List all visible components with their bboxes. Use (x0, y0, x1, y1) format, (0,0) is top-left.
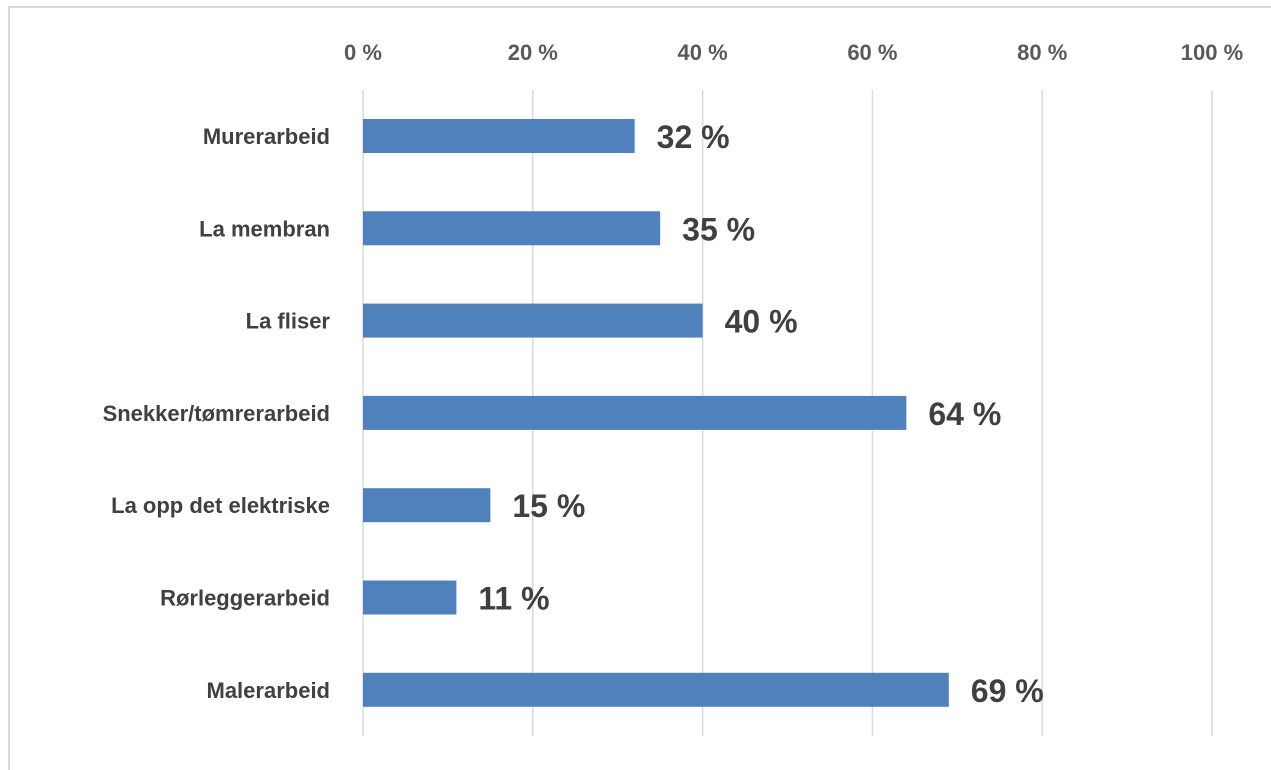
category-label: Murerarbeid (203, 124, 330, 149)
data-label: 15 % (512, 488, 585, 524)
category-label: La membran (199, 216, 330, 241)
data-label: 69 % (971, 673, 1044, 709)
category-label: Malerarbeid (207, 678, 331, 703)
chart-frame (8, 6, 1271, 770)
data-label: 40 % (725, 304, 798, 340)
x-tick-label: 40 % (678, 40, 728, 65)
bar (363, 303, 703, 338)
x-tick-label: 60 % (847, 40, 897, 65)
x-tick-label: 100 % (1181, 40, 1243, 65)
x-axis-tick-labels: 0 % 20 % 40 % 60 % 80 % 100 % (344, 40, 1243, 65)
category-label: La opp det elektriske (111, 493, 330, 518)
bar (363, 580, 457, 615)
bar (363, 211, 661, 246)
bar (363, 488, 491, 523)
data-label: 32 % (657, 119, 730, 155)
category-label: La fliser (246, 309, 331, 334)
data-label: 64 % (928, 396, 1001, 432)
data-label: 11 % (478, 581, 549, 617)
data-label: 35 % (682, 211, 755, 247)
bars (363, 119, 949, 707)
category-label: Snekker/tømrerarbeid (103, 401, 330, 426)
category-label: Rørleggerarbeid (160, 586, 330, 611)
bar (363, 395, 907, 430)
data-labels: 32 % 35 % 40 % 64 % 15 % 11 % 69 % (478, 119, 1043, 709)
x-tick-label: 0 % (344, 40, 382, 65)
x-tick-label: 80 % (1017, 40, 1067, 65)
x-tick-label: 20 % (508, 40, 558, 65)
category-labels: Murerarbeid La membran La fliser Snekker/tø… (103, 124, 331, 703)
bar (363, 119, 635, 153)
bar (363, 672, 949, 707)
